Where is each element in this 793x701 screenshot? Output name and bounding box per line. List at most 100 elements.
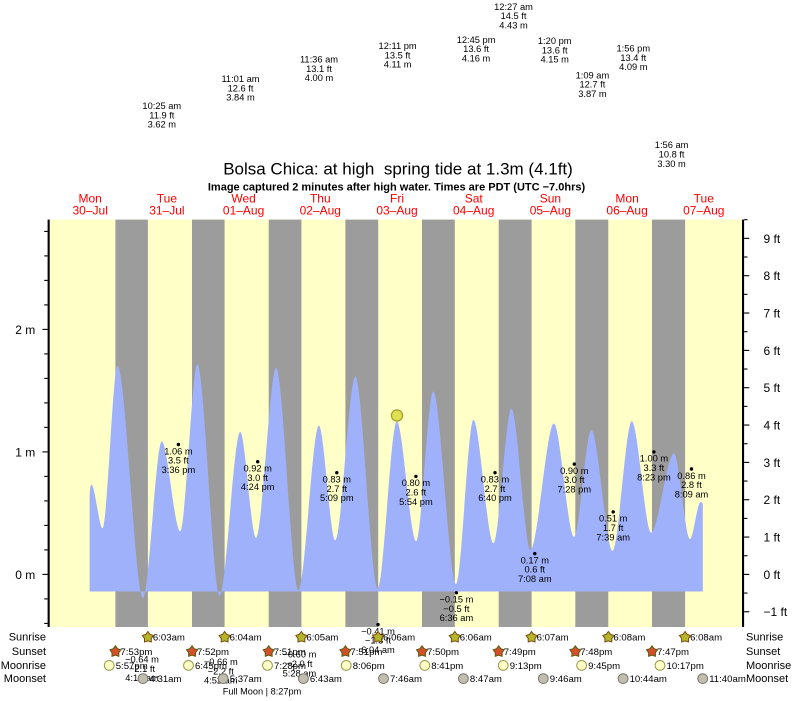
svg-text:7:28 pm: 7:28 pm: [558, 485, 592, 495]
svg-text:8 ft: 8 ft: [764, 269, 781, 283]
svg-text:1:09 am: 1:09 am: [576, 70, 610, 80]
svg-text:0 ft: 0 ft: [764, 568, 781, 582]
svg-text:4.15 m: 4.15 m: [540, 55, 569, 65]
svg-text:10:44am: 10:44am: [630, 674, 667, 685]
svg-text:Mon: Mon: [79, 192, 102, 206]
svg-text:02–Aug: 02–Aug: [300, 203, 341, 217]
svg-text:9:46am: 9:46am: [550, 674, 582, 685]
svg-text:1.06 m: 1.06 m: [164, 446, 193, 456]
svg-text:4.16 m: 4.16 m: [462, 54, 491, 64]
svg-text:05–Aug: 05–Aug: [530, 203, 571, 217]
svg-text:0.86 m: 0.86 m: [677, 471, 706, 481]
svg-text:7:51pm: 7:51pm: [274, 647, 306, 658]
svg-text:0 m: 0 m: [15, 568, 35, 582]
svg-text:3.0 ft: 3.0 ft: [564, 475, 585, 485]
svg-text:0.80 m: 0.80 m: [402, 478, 431, 488]
svg-text:8:23 pm: 8:23 pm: [637, 472, 671, 482]
svg-text:13.6 ft: 13.6 ft: [463, 44, 489, 54]
svg-text:5:57pm: 5:57pm: [116, 661, 148, 672]
svg-text:Tue: Tue: [694, 192, 715, 206]
svg-text:2.8 ft: 2.8 ft: [681, 480, 702, 490]
svg-text:3.3 ft: 3.3 ft: [644, 463, 665, 473]
svg-text:1 m: 1 m: [15, 445, 35, 459]
svg-text:1:56 pm: 1:56 pm: [617, 44, 651, 54]
svg-text:31–Jul: 31–Jul: [149, 203, 184, 217]
svg-text:Tue: Tue: [157, 192, 178, 206]
svg-text:Moonset: Moonset: [746, 673, 788, 685]
svg-text:4.11 m: 4.11 m: [384, 60, 412, 70]
svg-text:0.92 m: 0.92 m: [243, 464, 272, 474]
svg-text:3.0 ft: 3.0 ft: [247, 473, 268, 483]
svg-text:7:48pm: 7:48pm: [580, 647, 612, 658]
svg-text:0.51 m: 0.51 m: [599, 514, 628, 524]
svg-text:2 m: 2 m: [15, 323, 35, 337]
svg-text:−0.5 ft: −0.5 ft: [443, 604, 470, 614]
svg-text:Sun: Sun: [540, 192, 561, 206]
svg-text:3 ft: 3 ft: [764, 456, 781, 470]
svg-text:01–Aug: 01–Aug: [223, 203, 264, 217]
svg-text:7:50pm: 7:50pm: [427, 647, 459, 658]
svg-text:7:28pm: 7:28pm: [274, 661, 306, 672]
svg-text:6:08am: 6:08am: [613, 633, 645, 644]
svg-text:Sat: Sat: [465, 192, 484, 206]
svg-text:Moonrise: Moonrise: [1, 660, 46, 672]
svg-text:2.7 ft: 2.7 ft: [326, 484, 347, 494]
svg-text:−2.0 ft: −2.0 ft: [286, 659, 313, 669]
svg-text:8:47am: 8:47am: [470, 674, 502, 685]
svg-text:6:04 am: 6:04 am: [361, 645, 395, 655]
svg-text:10:17pm: 10:17pm: [667, 661, 704, 672]
svg-text:8:09 am: 8:09 am: [675, 489, 709, 499]
svg-text:Sunrise: Sunrise: [746, 632, 783, 644]
svg-text:Full Moon | 8:27pm: Full Moon | 8:27pm: [223, 687, 302, 697]
svg-text:30–Jul: 30–Jul: [73, 203, 108, 217]
svg-text:Sunset: Sunset: [12, 646, 46, 658]
svg-text:4:24 pm: 4:24 pm: [241, 482, 275, 492]
svg-text:4:31am: 4:31am: [150, 674, 182, 685]
svg-text:7:53pm: 7:53pm: [120, 647, 152, 658]
svg-text:9:45pm: 9:45pm: [588, 661, 620, 672]
svg-text:13.6 ft: 13.6 ft: [542, 45, 568, 55]
svg-text:Bolsa Chica: at high spring t: Bolsa Chica: at high spring tide at 1.3m…: [223, 160, 573, 179]
svg-text:3.87 m: 3.87 m: [578, 89, 607, 99]
svg-text:8:41pm: 8:41pm: [431, 661, 463, 672]
svg-text:10.8 ft: 10.8 ft: [659, 150, 685, 160]
svg-text:13.1 ft: 13.1 ft: [306, 64, 332, 74]
svg-text:1:20 pm: 1:20 pm: [538, 36, 572, 46]
svg-text:9:13pm: 9:13pm: [510, 661, 542, 672]
svg-text:−2.2 ft: −2.2 ft: [208, 666, 235, 676]
svg-text:0.6 ft: 0.6 ft: [524, 565, 545, 575]
svg-text:Image captured 2 minutes after: Image captured 2 minutes after high wate…: [208, 181, 586, 193]
svg-text:Thu: Thu: [310, 192, 331, 206]
svg-text:4 ft: 4 ft: [764, 418, 781, 432]
svg-text:6:03am: 6:03am: [153, 633, 185, 644]
svg-text:6:45pm: 6:45pm: [195, 661, 227, 672]
svg-text:5 ft: 5 ft: [764, 381, 781, 395]
svg-text:6:40 pm: 6:40 pm: [478, 493, 512, 503]
svg-text:4.09 m: 4.09 m: [619, 62, 648, 72]
svg-text:03–Aug: 03–Aug: [376, 203, 417, 217]
svg-text:−2.1 ft: −2.1 ft: [129, 664, 156, 674]
svg-text:6:08am: 6:08am: [690, 633, 722, 644]
svg-text:3.62 m: 3.62 m: [148, 120, 177, 130]
svg-text:Fri: Fri: [390, 192, 404, 206]
svg-text:7:08 am: 7:08 am: [518, 574, 552, 584]
svg-text:11:36 am: 11:36 am: [300, 55, 338, 65]
svg-text:13.4 ft: 13.4 ft: [620, 53, 646, 63]
svg-text:12:45 pm: 12:45 pm: [457, 35, 496, 45]
svg-text:3:36 pm: 3:36 pm: [162, 465, 196, 475]
svg-text:11:01 am: 11:01 am: [221, 74, 259, 84]
svg-text:6:43am: 6:43am: [310, 674, 342, 685]
svg-text:Moonrise: Moonrise: [746, 660, 791, 672]
svg-text:4.00 m: 4.00 m: [305, 73, 334, 83]
svg-text:7:47pm: 7:47pm: [657, 647, 689, 658]
svg-text:−1 ft: −1 ft: [764, 605, 788, 619]
svg-text:11.9 ft: 11.9 ft: [149, 110, 175, 120]
svg-text:0.83 m: 0.83 m: [481, 475, 510, 485]
svg-text:5:37am: 5:37am: [230, 674, 262, 685]
svg-text:12.7 ft: 12.7 ft: [579, 80, 605, 90]
svg-text:2.7 ft: 2.7 ft: [485, 484, 506, 494]
svg-text:5:09 pm: 5:09 pm: [320, 493, 354, 503]
svg-text:Wed: Wed: [231, 192, 255, 206]
svg-text:2 ft: 2 ft: [764, 493, 781, 507]
svg-text:1:56 am: 1:56 am: [655, 140, 689, 150]
